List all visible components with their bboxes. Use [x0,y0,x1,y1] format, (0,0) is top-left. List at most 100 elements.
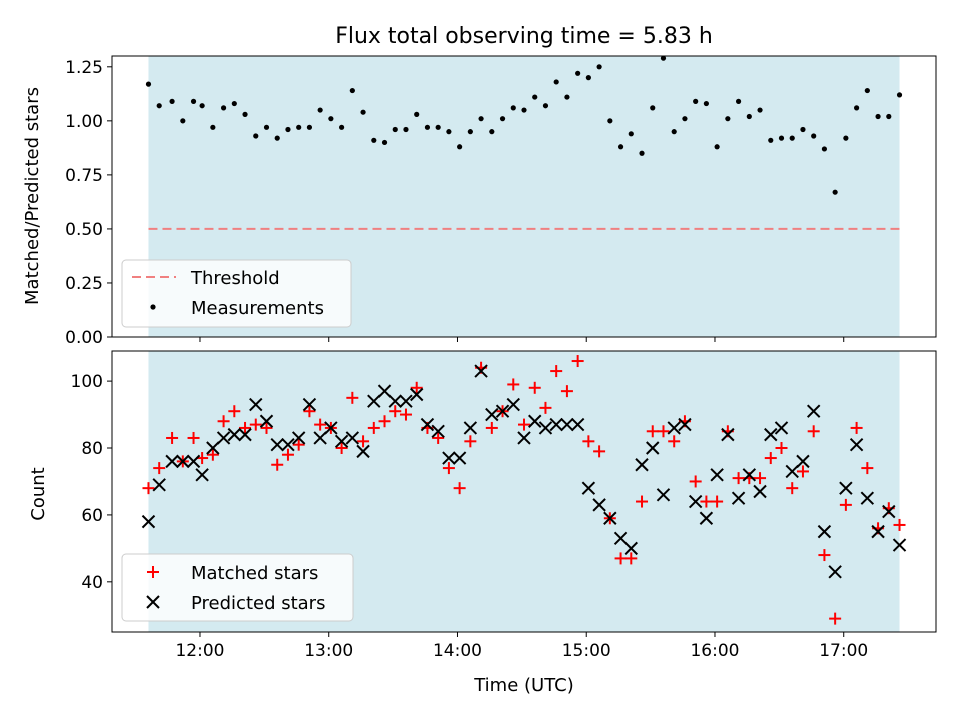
predicted-star-point [176,454,190,469]
matched-star-point [432,431,445,444]
measurement-point [746,113,752,120]
measurement-point [843,135,849,141]
bottom-star-marks [141,355,907,625]
matched-star-point [357,435,370,448]
matched-star-point [249,418,262,431]
matched-star-point [614,552,627,565]
bottom-panel: 40 60 80 100 12:00 13:00 14:00 15:00 16:00 17:00… [28,350,937,696]
measurement-point [317,107,323,113]
measurement-point [832,189,838,195]
y-tick-label: 1.00 [65,112,103,132]
bottom-x-ticks: 12:00 13:00 14:00 15:00 16:00 17:00 [175,632,868,661]
predicted-star-point [506,397,520,412]
matched-star-point [281,448,294,461]
legend-matched-label: Matched stars [191,563,318,584]
y-tick-label: 60 [81,506,103,526]
predicted-star-point [495,404,510,418]
x-tick-label: 16:00 [690,641,739,661]
measurement-point [628,131,634,137]
predicted-star-point [603,511,617,525]
matched-star-point [711,495,724,508]
matched-star-point [754,472,767,485]
predicted-star-point [667,421,681,435]
matched-star-point [775,442,788,455]
matched-star-point [893,518,906,531]
measurement-point [403,126,409,133]
measurement-point [169,98,175,104]
top-y-ticks: 0.00 0.25 0.50 0.75 1.00 1.25 [65,58,112,348]
matched-star-point [560,385,573,398]
matched-star-point [389,405,402,418]
legend-predicted-label: Predicted stars [191,593,325,614]
matched-star-point [399,408,412,421]
measurement-point [553,79,559,85]
bottom-legend: Matched stars Predicted stars [121,553,354,622]
predicted-star-point [892,538,907,552]
measurement-point [778,135,785,141]
y-tick-label: 80 [81,439,103,459]
predicted-star-point [860,491,875,505]
measurement-point [199,103,205,109]
measurement-point [145,81,152,87]
matched-star-point [442,462,455,475]
predicted-star-point [688,494,703,509]
matched-star-point [528,381,541,394]
measurement-point [886,113,892,120]
predicted-star-point [538,421,553,435]
measurement-point [263,124,270,130]
matched-star-point [593,445,606,458]
predicted-star-point [388,394,402,408]
predicted-star-point [678,417,692,432]
predicted-star-point [431,424,445,438]
matched-star-point [625,552,638,565]
predicted-star-point [796,454,810,469]
measurement-point [328,116,334,122]
top-axes-frame [111,55,937,338]
matched-star-point [346,391,359,404]
matched-star-point [292,438,305,451]
y-tick-label: 0.50 [65,220,103,240]
measurement-point [306,124,313,130]
measurement-point [703,100,709,107]
predicted-star-point [613,531,628,546]
top-panel: 0.00 0.25 0.50 0.75 1.00 1.25 Matched/Predict… [22,55,937,348]
measurement-point [446,129,452,135]
predicted-star-point [774,421,789,435]
measurement-point [650,105,656,111]
predicted-star-point [839,481,853,495]
y-tick-label: 1.25 [65,58,103,78]
predicted-star-point [195,468,209,482]
matched-star-point [764,452,777,465]
predicted-star-point [549,417,563,432]
measurement-point [478,116,484,122]
matched-star-point [582,435,595,448]
predicted-star-point [871,524,885,539]
measurement-point [285,126,291,133]
measurement-point [156,103,162,109]
measurement-point [821,146,828,152]
matched-star-point [796,465,809,478]
measurement-point [725,116,731,122]
x-tick-label: 13:00 [304,641,353,661]
matched-star-point [260,421,273,434]
measurement-point [242,111,248,117]
predicted-star-point [452,451,467,465]
matched-star-point [732,472,745,485]
measurement-point [424,124,431,130]
bottom-y-ticks: 40 60 80 100 [71,372,112,593]
measurement-point [811,133,817,139]
matched-star-point [839,498,852,511]
predicted-star-point [656,488,671,502]
matched-star-point [829,612,842,625]
matched-star-point [861,462,874,475]
measurement-point [864,87,870,94]
measurement-point [800,126,806,133]
measurement-point [585,75,591,81]
matched-star-point [314,418,327,431]
predicted-star-point [474,364,488,378]
matched-star-point [636,495,649,508]
matched-star-point [850,421,863,434]
measurement-point [414,111,420,117]
predicted-star-point [410,387,424,402]
measurement-point [296,124,302,130]
